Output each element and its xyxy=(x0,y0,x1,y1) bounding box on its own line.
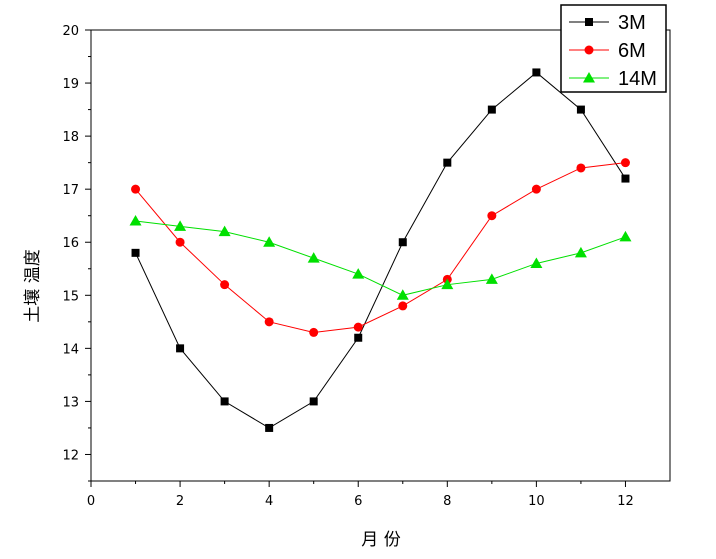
legend-item-3M: 3M xyxy=(569,12,646,34)
data-point-6M xyxy=(620,158,630,168)
data-point-3M xyxy=(621,174,630,183)
data-point-6M xyxy=(175,237,185,247)
y-tick-label: 13 xyxy=(62,395,79,410)
data-point-14M xyxy=(619,230,632,242)
y-tick-label: 16 xyxy=(62,236,79,251)
x-tick-label: 4 xyxy=(265,494,273,509)
data-point-3M xyxy=(487,105,496,114)
series-line-14M xyxy=(135,220,626,296)
data-point-14M xyxy=(174,220,187,231)
legend: 3M 6M 14M xyxy=(560,4,667,93)
data-point-3M xyxy=(576,105,585,114)
series-14M xyxy=(129,215,632,300)
series-line-6M xyxy=(135,162,626,333)
data-point-3M xyxy=(309,397,318,406)
y-tick-label: 17 xyxy=(62,183,79,198)
legend-item-6M: 6M xyxy=(569,40,646,62)
data-point-6M xyxy=(264,317,274,327)
legend-marker xyxy=(583,72,595,83)
y-tick-label: 12 xyxy=(62,448,79,463)
data-point-6M xyxy=(398,301,408,311)
data-point-14M xyxy=(441,278,454,290)
data-point-6M xyxy=(309,327,319,337)
data-point-3M xyxy=(443,158,452,167)
series-line-3M xyxy=(135,71,626,429)
data-point-6M xyxy=(353,322,363,332)
data-point-3M xyxy=(176,344,185,353)
series-6M xyxy=(131,158,630,337)
x-tick-label: 0 xyxy=(87,494,95,509)
data-point-14M xyxy=(129,215,142,226)
y-axis: 12 13 14 15 16 17 18 19 20 xyxy=(62,24,91,482)
data-point-3M xyxy=(354,333,363,342)
plot-border xyxy=(90,29,671,482)
data-point-6M xyxy=(220,280,230,290)
data-point-6M xyxy=(487,211,497,221)
data-point-14M xyxy=(485,273,498,284)
x-tick-label: 2 xyxy=(176,494,184,509)
x-tick-label: 8 xyxy=(443,494,451,509)
data-point-3M xyxy=(265,423,274,432)
legend-item-14M: 14M xyxy=(569,68,657,90)
data-point-3M xyxy=(398,238,407,247)
data-point-14M xyxy=(574,246,587,258)
plot-frame xyxy=(90,29,671,482)
data-point-14M xyxy=(307,252,320,263)
y-tick-label: 20 xyxy=(62,24,79,39)
data-point-14M xyxy=(218,225,231,237)
data-point-14M xyxy=(530,257,543,268)
x-tick-label: 6 xyxy=(354,494,362,509)
legend-label: 14M xyxy=(618,68,657,90)
series-3M xyxy=(131,68,630,432)
legend-label: 3M xyxy=(618,12,646,34)
series-layer xyxy=(129,68,632,432)
legend-marker xyxy=(585,18,593,26)
data-point-3M xyxy=(532,68,541,77)
data-point-6M xyxy=(576,163,586,173)
x-tick-label: 12 xyxy=(617,494,634,509)
y-tick-label: 14 xyxy=(62,342,79,357)
y-axis-title: 土壤 温度 xyxy=(22,249,43,322)
y-tick-label: 18 xyxy=(62,130,79,145)
x-axis-title: 月 份 xyxy=(361,530,400,550)
data-point-14M xyxy=(396,289,409,300)
x-axis: 0 2 4 6 8 10 12 xyxy=(87,481,634,509)
data-point-3M xyxy=(131,248,140,257)
y-tick-label: 15 xyxy=(62,289,79,304)
legend-label: 6M xyxy=(618,40,646,62)
data-point-6M xyxy=(531,184,541,194)
x-tick-label: 10 xyxy=(528,494,545,509)
data-point-6M xyxy=(131,184,141,194)
y-tick-label: 19 xyxy=(62,77,79,92)
data-point-14M xyxy=(352,268,365,279)
legend-marker xyxy=(584,45,594,55)
data-point-3M xyxy=(220,397,229,406)
data-point-14M xyxy=(263,236,276,247)
